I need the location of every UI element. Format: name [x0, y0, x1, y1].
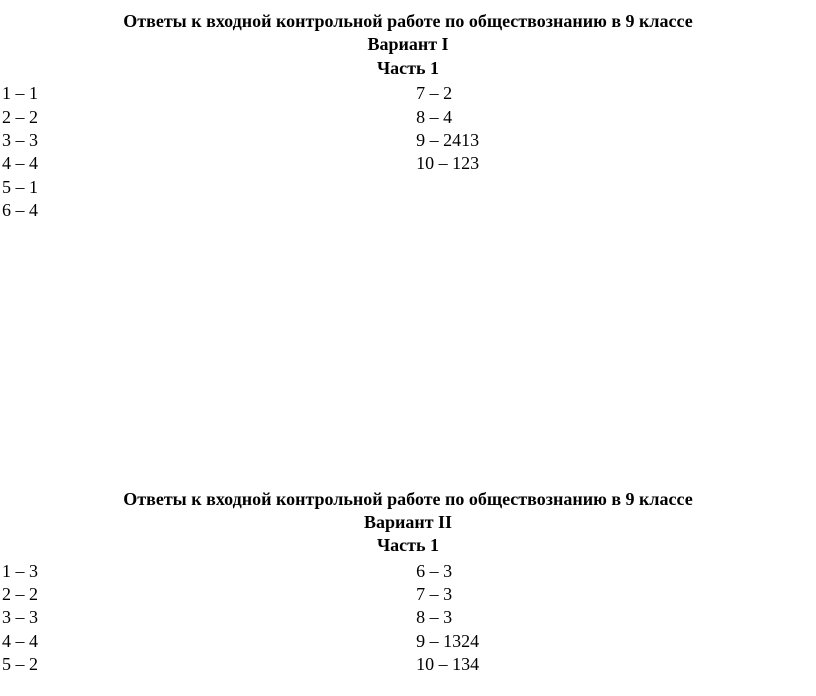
answer-item: 8 – 4 [416, 106, 816, 129]
answer-item: 7 – 3 [416, 583, 816, 606]
answer-item: 5 – 2 [2, 653, 416, 676]
answer-item: 9 – 1324 [416, 630, 816, 653]
variant1-answers: 1 – 1 2 – 2 3 – 3 4 – 4 5 – 1 6 – 4 7 – … [0, 82, 816, 222]
variant1-part-label: Часть 1 [0, 57, 816, 80]
answer-item: 9 – 2413 [416, 129, 816, 152]
variant1-variant-label: Вариант I [0, 33, 816, 56]
variant2-section: Ответы к входной контрольной работе по о… [0, 488, 816, 677]
answer-item: 10 – 123 [416, 152, 816, 175]
answer-item: 1 – 3 [2, 560, 416, 583]
answer-item: 1 – 1 [2, 82, 416, 105]
variant1-left-column: 1 – 1 2 – 2 3 – 3 4 – 4 5 – 1 6 – 4 [0, 82, 416, 222]
answer-item: 3 – 3 [2, 606, 416, 629]
variant2-right-column: 6 – 3 7 – 3 8 – 3 9 – 1324 10 – 134 [416, 560, 816, 677]
variant1-title: Ответы к входной контрольной работе по о… [0, 10, 816, 33]
answer-item: 2 – 2 [2, 106, 416, 129]
answer-item: 6 – 3 [416, 560, 816, 583]
answer-item: 10 – 134 [416, 653, 816, 676]
variant2-part-label: Часть 1 [0, 534, 816, 557]
answer-item: 2 – 2 [2, 583, 416, 606]
answer-item: 6 – 4 [2, 199, 416, 222]
variant2-title: Ответы к входной контрольной работе по о… [0, 488, 816, 511]
answer-item: 3 – 3 [2, 129, 416, 152]
variant2-variant-label: Вариант II [0, 511, 816, 534]
section-gap [0, 223, 816, 488]
variant1-right-column: 7 – 2 8 – 4 9 – 2413 10 – 123 [416, 82, 816, 222]
variant2-answers: 1 – 3 2 – 2 3 – 3 4 – 4 5 – 2 6 – 3 7 – … [0, 560, 816, 677]
variant2-left-column: 1 – 3 2 – 2 3 – 3 4 – 4 5 – 2 [0, 560, 416, 677]
answer-item: 7 – 2 [416, 82, 816, 105]
answer-item: 8 – 3 [416, 606, 816, 629]
answer-item: 4 – 4 [2, 152, 416, 175]
variant1-section: Ответы к входной контрольной работе по о… [0, 10, 816, 223]
answer-item: 5 – 1 [2, 176, 416, 199]
answer-item: 4 – 4 [2, 630, 416, 653]
